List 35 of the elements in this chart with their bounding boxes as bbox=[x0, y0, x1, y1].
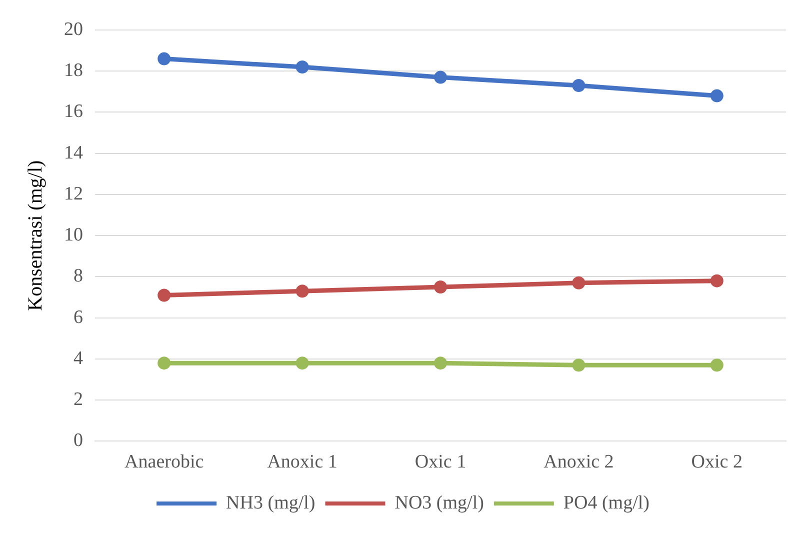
point bbox=[434, 70, 447, 84]
point bbox=[710, 89, 724, 102]
y-tick-label: 10 bbox=[64, 224, 83, 246]
legend-label: PO4 (mg/l) bbox=[563, 492, 650, 514]
y-tick-label: 12 bbox=[64, 183, 83, 204]
x-tick-label: Anaerobic bbox=[124, 452, 204, 473]
x-tick-label: Anoxic 2 bbox=[544, 452, 614, 473]
point bbox=[572, 79, 586, 92]
point bbox=[710, 274, 724, 288]
point bbox=[572, 358, 586, 372]
point bbox=[296, 356, 309, 370]
y-tick-label: 16 bbox=[64, 101, 83, 122]
y-tick-label: 14 bbox=[64, 142, 84, 164]
x-tick-label: Oxic 1 bbox=[414, 452, 466, 473]
legend-label: NH3 (mg/l) bbox=[226, 492, 316, 514]
x-tick-label: Oxic 2 bbox=[691, 452, 742, 473]
point bbox=[158, 356, 171, 370]
x-tick-label: Anoxic 1 bbox=[267, 452, 338, 473]
point bbox=[158, 52, 171, 66]
y-tick-label: 4 bbox=[74, 348, 84, 369]
y-tick-label: 20 bbox=[64, 18, 83, 40]
y-tick-label: 8 bbox=[74, 266, 83, 287]
point bbox=[296, 60, 309, 74]
y-axis-title: Konsentrasi (mg/l) bbox=[24, 160, 46, 311]
point bbox=[296, 284, 309, 298]
y-tick-label: 0 bbox=[74, 430, 83, 452]
point bbox=[710, 358, 724, 372]
y-tick-label: 2 bbox=[74, 389, 83, 410]
point bbox=[434, 280, 447, 294]
point bbox=[572, 276, 586, 290]
y-tick-label: 6 bbox=[74, 306, 83, 328]
point bbox=[158, 288, 171, 302]
y-tick-label: 18 bbox=[64, 60, 83, 82]
point bbox=[434, 356, 447, 370]
legend-label: NO3 (mg/l) bbox=[394, 492, 484, 514]
